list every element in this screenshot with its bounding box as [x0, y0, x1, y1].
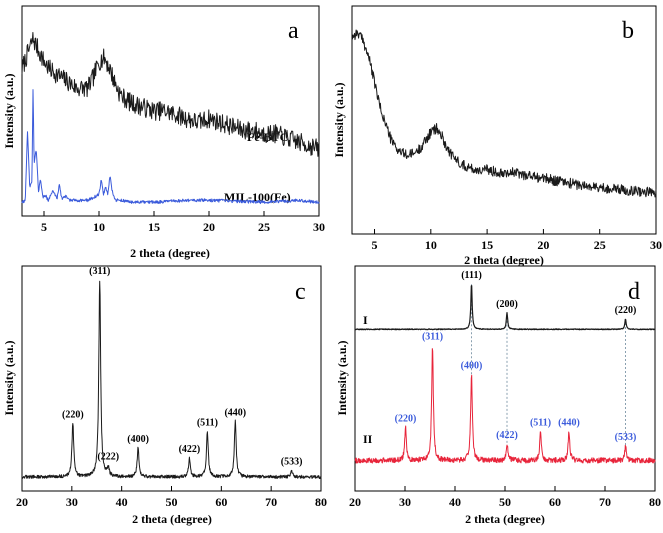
peak-label-c: (533)	[281, 457, 303, 468]
panel-c-x-ticks: 20 30 40 50 60 70 80	[16, 486, 327, 509]
panel-d-series-I-label: I	[363, 313, 368, 327]
panel-d-ylabel: Intensity (a.u.)	[335, 340, 349, 415]
x-tick-label: 60	[215, 495, 227, 509]
x-tick-label: 70	[265, 495, 277, 509]
peak-label-c: (422)	[179, 444, 201, 455]
x-tick-label: 30	[399, 495, 411, 509]
x-tick-label: 10	[93, 220, 105, 234]
panel-c-letter: c	[295, 279, 306, 305]
x-tick-label: 20	[203, 220, 215, 234]
mil-100-curve	[21, 89, 320, 205]
peak-label-c: (222)	[97, 451, 119, 462]
x-tick-label: 15	[481, 238, 493, 252]
panel-a-ylabel: Intensity (a.u.)	[2, 73, 16, 148]
panel-b-x-ticks: 5 10 15 20 25 30	[372, 229, 662, 252]
x-tick-label: 40	[449, 495, 461, 509]
peak-label-c: (400)	[127, 434, 149, 445]
peak-label-c: (311)	[89, 266, 110, 277]
panel-b-ylabel: Intensity (a.u.)	[332, 82, 346, 157]
panel-c-xlabel: 2 theta (degree)	[132, 512, 212, 526]
panel-b-letter: b	[622, 18, 634, 44]
peak-label-II: (511)	[530, 418, 551, 429]
panel-d-xlabel: 2 theta (degree)	[465, 512, 545, 526]
panel-b-xlabel: 2 theta (degree)	[464, 253, 544, 267]
x-tick-label: 30	[650, 238, 662, 252]
panel-c: c 2 theta (degree) Intensity (a.u.) 20 30…	[2, 265, 327, 526]
x-tick-label: 15	[148, 220, 160, 234]
peak-label-I: (200)	[496, 299, 518, 310]
panel-d-plot-area: (111) (200) (220) (220) (311) (400) (422) (511)…	[354, 270, 656, 464]
panel-a: a 2 theta (degree) Intensity (a.u.) Fe-B…	[2, 5, 325, 260]
x-tick-label: 30	[313, 220, 325, 234]
x-tick-label: 50	[166, 495, 178, 509]
panel-a-plot-area	[21, 32, 320, 205]
x-tick-label: 20	[537, 238, 549, 252]
peak-label-c: (440)	[224, 407, 246, 418]
x-tick-label: 70	[599, 495, 611, 509]
panel-c-ylabel: Intensity (a.u.)	[2, 340, 16, 415]
x-tick-label: 50	[499, 495, 511, 509]
peak-label-I: (220)	[615, 305, 637, 316]
x-tick-label: 60	[549, 495, 561, 509]
panel-b: b 2 theta (degree) Intensity (a.u.) 5 10 1…	[332, 5, 662, 267]
panel-b-frame	[351, 5, 657, 235]
peak-label-II: (220)	[395, 414, 417, 425]
series-I-curve	[354, 285, 656, 331]
peak-label-II: (422)	[496, 430, 518, 441]
panel-d-series-II-label: II	[363, 432, 373, 446]
panel-a-letter: a	[288, 18, 299, 44]
x-tick-label: 5	[372, 238, 378, 252]
x-tick-label: 80	[315, 495, 327, 509]
panel-d: d 2 theta (degree) Intensity (a.u.) I II…	[335, 265, 661, 526]
x-tick-label: 20	[16, 495, 28, 509]
panel-b-curve	[351, 29, 657, 198]
x-tick-label: 10	[425, 238, 437, 252]
panel-a-frame	[21, 5, 320, 217]
x-tick-label: 40	[116, 495, 128, 509]
panel-c-plot-area: (220) (311) (222) (400) (422) (511) (440) (533)	[21, 266, 322, 479]
x-tick-label: 5	[41, 220, 47, 234]
fe-btc-curve	[21, 32, 320, 157]
x-tick-label: 25	[594, 238, 606, 252]
panel-b-plot-area	[351, 29, 657, 198]
x-tick-label: 20	[349, 495, 361, 509]
peak-label-II: (400)	[461, 360, 483, 371]
x-tick-label: 25	[258, 220, 270, 234]
peak-label-II: (311)	[422, 332, 443, 343]
panel-d-reference-lines	[471, 284, 626, 447]
panel-d-letter: d	[628, 279, 640, 305]
peak-label-I: (111)	[461, 270, 482, 281]
peak-label-II: (440)	[558, 418, 580, 429]
x-tick-label: 30	[66, 495, 78, 509]
x-tick-label: 80	[649, 495, 661, 509]
peak-label-c: (220)	[62, 409, 84, 420]
panel-a-x-ticks: 5 10 15 20 25 30	[41, 211, 325, 234]
peak-label-c: (511)	[197, 418, 218, 429]
panel-a-xlabel: 2 theta (degree)	[130, 246, 210, 260]
series-II-curve	[354, 348, 656, 464]
panel-c-frame	[21, 265, 322, 492]
panel-d-x-ticks: 20 30 40 50 60 70 80	[349, 486, 661, 509]
peak-label-II: (533)	[615, 432, 637, 443]
panel-c-curve	[21, 280, 322, 479]
